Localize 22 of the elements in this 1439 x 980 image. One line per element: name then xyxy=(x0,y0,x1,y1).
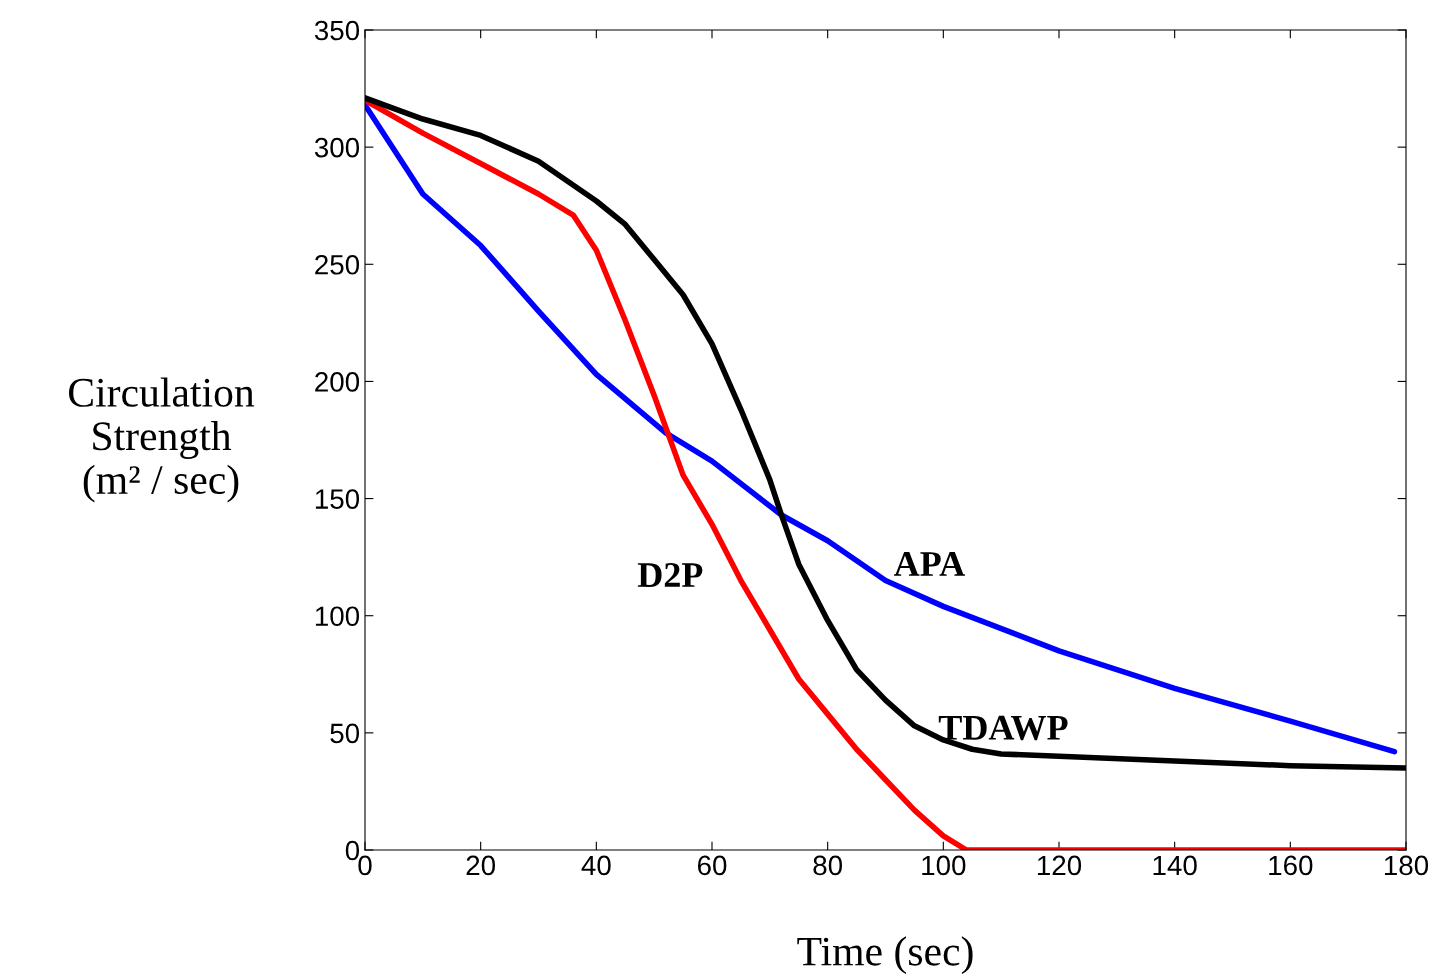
x-tick-label: 100 xyxy=(922,855,966,876)
y-axis-title: Circulation Strength (m² / sec) xyxy=(69,377,255,503)
x-tick-label: 160 xyxy=(1269,855,1313,876)
y-tick-label: 0 xyxy=(345,840,360,861)
x-tick-label: 80 xyxy=(813,855,843,876)
y-tick-label: 300 xyxy=(314,137,360,158)
y-tick-label: 250 xyxy=(315,254,360,275)
series-label: TDAWP xyxy=(938,715,1068,741)
x-tick-label: 140 xyxy=(1153,855,1197,876)
x-axis-title: Time (sec) xyxy=(797,936,973,975)
x-tick-label: 20 xyxy=(466,855,496,876)
y-tick-label: 100 xyxy=(315,606,360,627)
x-tick-label: 40 xyxy=(581,855,611,876)
y-tick-label: 50 xyxy=(330,723,360,744)
series-label: D2P xyxy=(637,562,703,587)
x-tick-label: 60 xyxy=(697,855,727,876)
y-tick-label: 200 xyxy=(315,372,360,392)
x-tick-label: 120 xyxy=(1037,855,1082,876)
y-tick-label: 350 xyxy=(314,20,360,41)
y-tick-label: 150 xyxy=(315,489,360,509)
x-tick-label: 180 xyxy=(1384,855,1429,876)
series-label: APA xyxy=(894,551,965,576)
